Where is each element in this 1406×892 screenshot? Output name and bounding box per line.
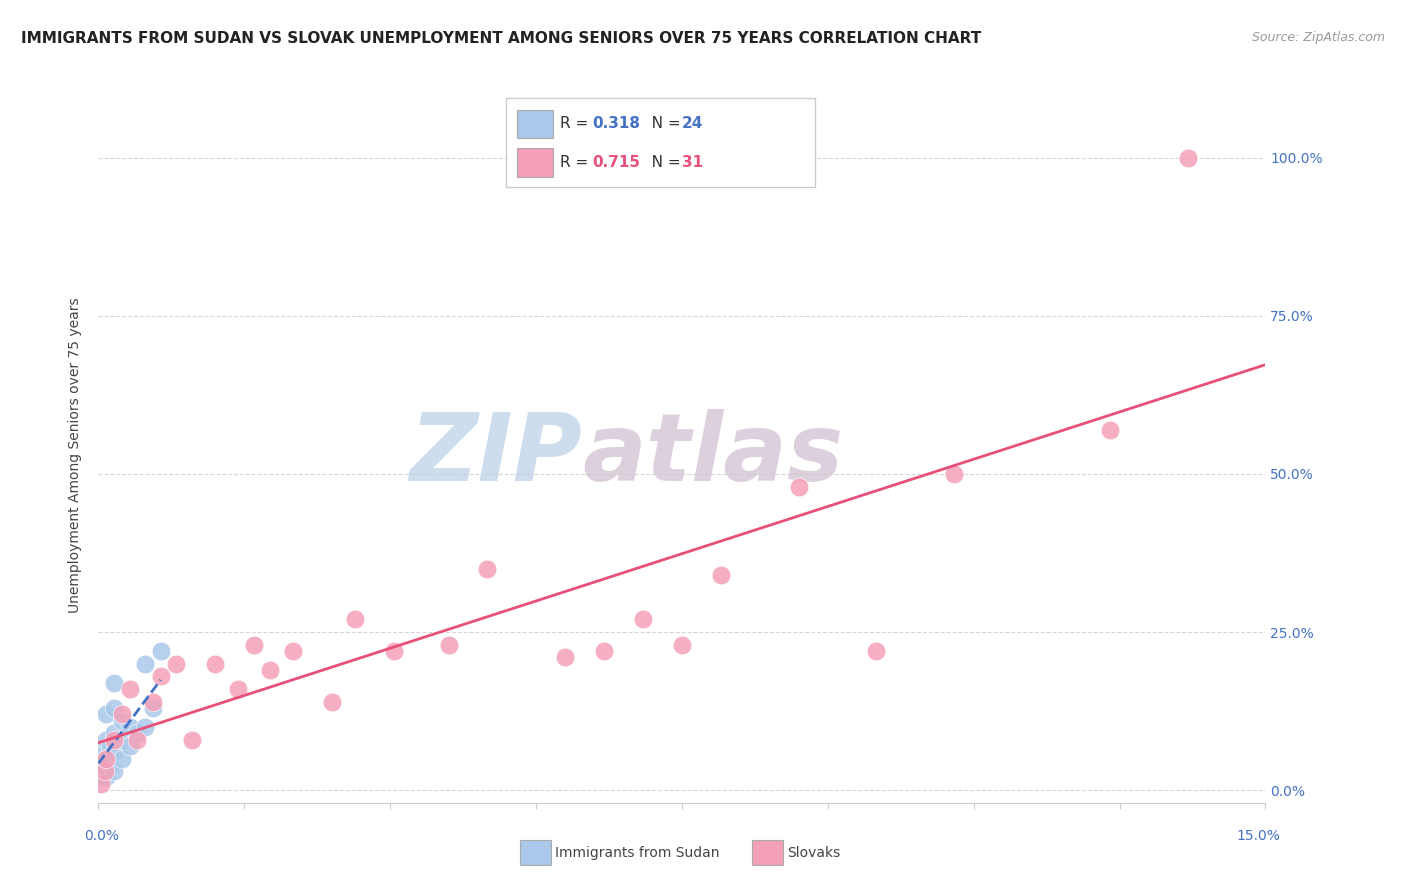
Point bbox=[90, 771, 112, 785]
Point bbox=[103, 701, 125, 715]
Point bbox=[96, 751, 118, 765]
Text: 31: 31 bbox=[682, 155, 703, 169]
Point bbox=[943, 467, 966, 481]
Point bbox=[93, 764, 115, 779]
Point bbox=[382, 644, 405, 658]
Text: IMMIGRANTS FROM SUDAN VS SLOVAK UNEMPLOYMENT AMONG SENIORS OVER 75 YEARS CORRELA: IMMIGRANTS FROM SUDAN VS SLOVAK UNEMPLOY… bbox=[21, 31, 981, 46]
Point bbox=[134, 657, 156, 671]
Point bbox=[111, 751, 134, 765]
Y-axis label: Unemployment Among Seniors over 75 years: Unemployment Among Seniors over 75 years bbox=[69, 297, 83, 613]
Point bbox=[593, 644, 616, 658]
Point bbox=[103, 745, 125, 759]
Point bbox=[91, 757, 114, 772]
Point bbox=[111, 714, 134, 728]
Text: atlas: atlas bbox=[582, 409, 844, 501]
Text: Immigrants from Sudan: Immigrants from Sudan bbox=[555, 846, 720, 860]
Point bbox=[1098, 423, 1121, 437]
Point bbox=[127, 732, 149, 747]
Point bbox=[103, 764, 125, 779]
Point bbox=[103, 726, 125, 740]
Point bbox=[787, 479, 810, 493]
Point bbox=[93, 745, 115, 759]
Text: R =: R = bbox=[560, 117, 593, 131]
Point bbox=[90, 777, 112, 791]
Point bbox=[111, 732, 134, 747]
Point bbox=[281, 644, 304, 658]
Point bbox=[103, 675, 125, 690]
Point bbox=[127, 726, 149, 740]
Text: N =: N = bbox=[637, 117, 685, 131]
Point bbox=[710, 568, 733, 582]
Point bbox=[180, 732, 202, 747]
Text: 0.0%: 0.0% bbox=[84, 829, 118, 843]
Point bbox=[96, 707, 118, 722]
Point bbox=[243, 638, 266, 652]
Point bbox=[96, 771, 118, 785]
Point bbox=[437, 638, 460, 652]
Point bbox=[111, 707, 134, 722]
Text: Slovaks: Slovaks bbox=[787, 846, 841, 860]
Point bbox=[554, 650, 576, 665]
Point bbox=[134, 720, 156, 734]
Point bbox=[118, 720, 141, 734]
Point bbox=[1177, 151, 1199, 165]
Text: 0.715: 0.715 bbox=[592, 155, 640, 169]
Point bbox=[149, 669, 172, 683]
Text: Source: ZipAtlas.com: Source: ZipAtlas.com bbox=[1251, 31, 1385, 45]
Point bbox=[118, 681, 141, 696]
Point bbox=[98, 757, 121, 772]
Point bbox=[865, 644, 887, 658]
Point bbox=[344, 612, 367, 626]
Point bbox=[142, 695, 165, 709]
Point bbox=[631, 612, 654, 626]
Point bbox=[96, 732, 118, 747]
Point bbox=[103, 732, 125, 747]
Text: N =: N = bbox=[637, 155, 685, 169]
Point bbox=[477, 562, 499, 576]
Point bbox=[98, 739, 121, 753]
Text: R =: R = bbox=[560, 155, 593, 169]
Point bbox=[165, 657, 187, 671]
Point bbox=[321, 695, 343, 709]
Point bbox=[96, 751, 118, 765]
Text: 0.318: 0.318 bbox=[592, 117, 640, 131]
Point bbox=[204, 657, 226, 671]
Point bbox=[671, 638, 693, 652]
Point bbox=[118, 739, 141, 753]
Point bbox=[149, 644, 172, 658]
Text: ZIP: ZIP bbox=[409, 409, 582, 501]
Point bbox=[228, 681, 250, 696]
Text: 24: 24 bbox=[682, 117, 703, 131]
Point bbox=[142, 701, 165, 715]
Point bbox=[259, 663, 281, 677]
Text: 15.0%: 15.0% bbox=[1236, 829, 1281, 843]
